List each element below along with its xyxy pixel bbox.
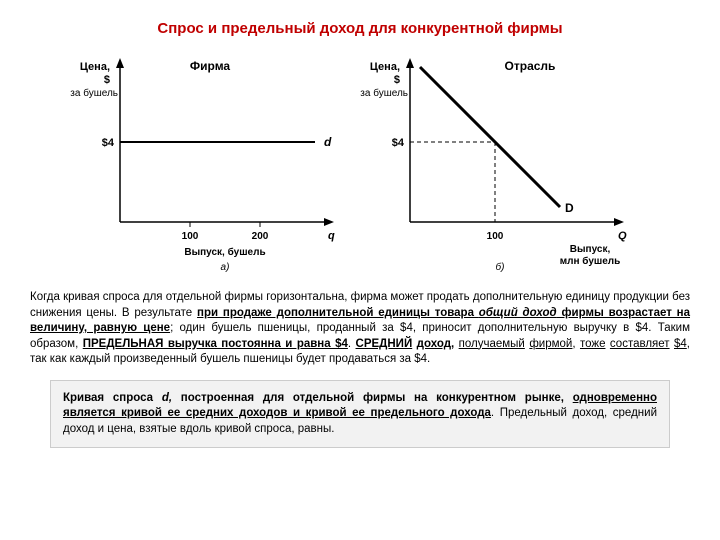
demand-line-industry	[420, 67, 560, 207]
y-axis-arrow	[116, 58, 124, 68]
y-label-1: Цена,	[80, 61, 110, 73]
b2: d,	[162, 392, 172, 404]
t6: ПРЕДЕЛЬНАЯ выручка постоянна и равна $4	[83, 338, 348, 350]
page-title: Спрос и предельный доход для конкурентно…	[30, 20, 690, 37]
sublabel-b: б)	[496, 261, 505, 272]
t7: .	[348, 338, 356, 350]
curve-label-D: D	[565, 201, 574, 215]
y-label-2: $	[104, 74, 110, 86]
sublabel-a: a)	[221, 262, 230, 272]
chart-industry-svg: Цена, $ за бушель Отрасль D $4 100 Q Вып…	[360, 52, 650, 272]
panel-title-firm: Фирма	[190, 59, 231, 73]
x-axis-var-Q: Q	[618, 230, 627, 242]
price-tick-industry: $4	[392, 137, 405, 149]
t20: $4	[674, 338, 687, 350]
y-label-3: за бушель	[70, 87, 118, 99]
x-axis-arrow	[324, 218, 334, 226]
t18: составляет	[610, 338, 670, 350]
charts-row: Цена, $ за бушель Фирма $4 d 100 200 q В…	[30, 52, 690, 272]
t12: получаемый	[459, 338, 525, 350]
y-label-2b: $	[394, 74, 400, 86]
x-label-firm: Выпуск, бушель	[184, 246, 265, 258]
curve-label-d: d	[324, 135, 332, 149]
b1: Кривая спроса	[63, 392, 162, 404]
t14: фирмой,	[529, 338, 575, 350]
t8: СРЕДНИЙ	[356, 338, 413, 350]
body-paragraph: Когда кривая спроса для отдельной фирмы …	[30, 290, 690, 368]
x-label-ind2: млн бушель	[560, 255, 621, 267]
t3: общий доход	[479, 307, 557, 319]
x-axis-var-q: q	[328, 230, 335, 242]
highlight-box: Кривая спроса d, построенная для отдельн…	[50, 380, 670, 449]
panel-title-industry: Отрасль	[505, 59, 556, 73]
chart-firm-svg: Цена, $ за бушель Фирма $4 d 100 200 q В…	[70, 52, 360, 272]
t16: тоже	[580, 338, 606, 350]
y-label-3b: за бушель	[360, 87, 408, 99]
xtick-ind: 100	[487, 231, 504, 242]
y-label-1b: Цена,	[370, 61, 400, 73]
xtick1-label: 100	[182, 231, 199, 242]
price-tick-firm: $4	[102, 137, 115, 149]
b3: построенная для отдельной фирмы на конку…	[172, 392, 573, 404]
t2: при продаже дополнительной единицы товар…	[197, 307, 479, 319]
x-axis-arrow-b	[614, 218, 624, 226]
xtick2-label: 200	[252, 231, 269, 242]
chart-firm: Цена, $ за бушель Фирма $4 d 100 200 q В…	[70, 52, 360, 272]
y-axis-arrow-b	[406, 58, 414, 68]
t10: доход,	[417, 338, 455, 350]
chart-industry: Цена, $ за бушель Отрасль D $4 100 Q Вып…	[360, 52, 650, 272]
x-label-ind1: Выпуск,	[570, 244, 611, 255]
